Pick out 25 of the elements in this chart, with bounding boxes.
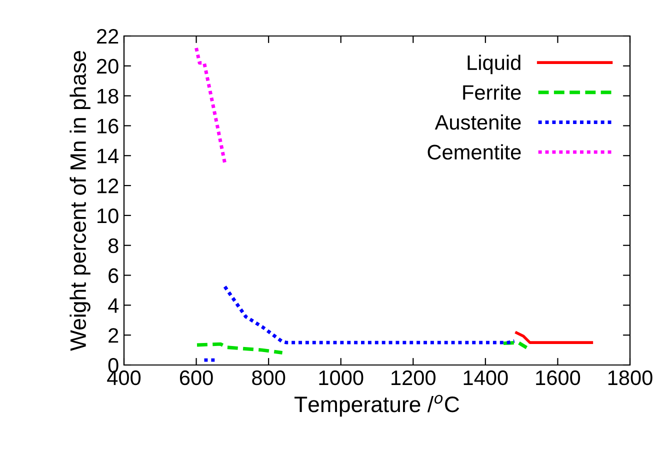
legend-label: Ferrite (463, 84, 521, 100)
y-tick-label: 20 (97, 58, 118, 74)
legend-label: Cementite (428, 144, 521, 160)
y-tick-label: 10 (98, 208, 118, 224)
y-tick-label: 22 (97, 29, 118, 44)
line-series (194, 46, 227, 165)
x-tick-label: 1800 (608, 370, 652, 386)
y-tick-label: 8 (108, 238, 118, 254)
x-axis-title: Temperature /$^{o}$C (294, 394, 460, 417)
legend-label: Liquid (468, 54, 520, 74)
y-tick-label: 14 (98, 148, 119, 164)
x-tick-label: 1400 (464, 370, 508, 386)
legend-label: Austenite (434, 114, 521, 130)
y-tick-label: 18 (98, 88, 118, 104)
x-tick-label: 1600 (536, 370, 580, 386)
x-tick-label: 600 (180, 370, 213, 386)
x-tick-label: 800 (252, 370, 286, 386)
y-axis-title: Weight percent of Mn in phase (70, 50, 90, 351)
y-tick-label: 16 (98, 118, 118, 134)
y-tick-label: 4 (108, 298, 119, 313)
x-tick-label: 1200 (392, 370, 436, 386)
y-tick-label: 6 (108, 268, 118, 284)
y-tick-label: 2 (108, 328, 118, 343)
y-tick-label: 12 (98, 178, 118, 194)
x-tick-label: 1000 (319, 370, 364, 386)
